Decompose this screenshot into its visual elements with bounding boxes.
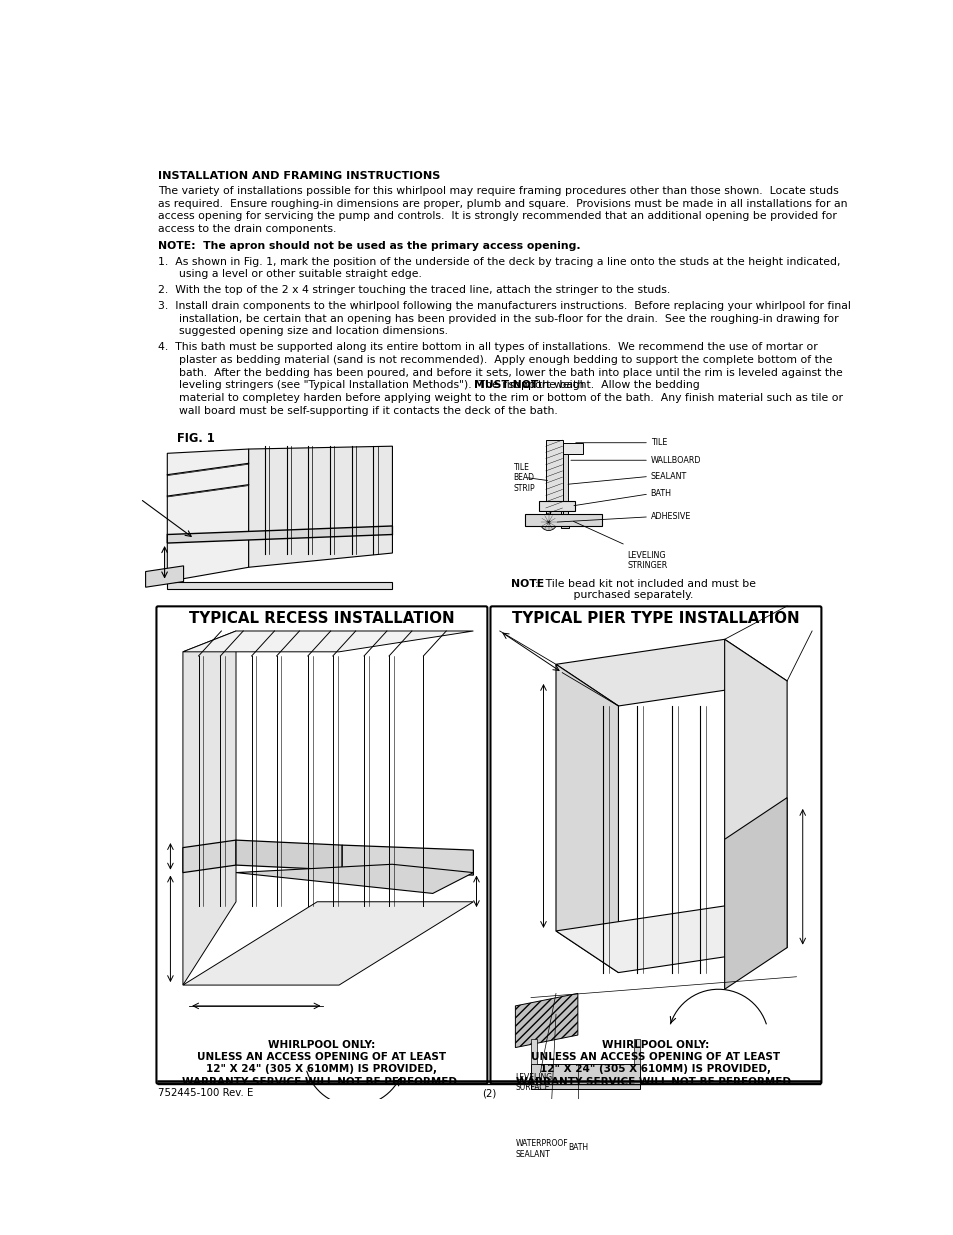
Bar [524,514,601,526]
Polygon shape [183,631,235,986]
Polygon shape [556,640,786,706]
Text: WHIRLPOOL ONLY:: WHIRLPOOL ONLY: [268,1040,375,1050]
Text: TYPICAL PIER TYPE INSTALLATION: TYPICAL PIER TYPE INSTALLATION [512,611,799,626]
FancyBboxPatch shape [490,606,821,1084]
Text: INSTALLATION AND FRAMING INSTRUCTIONS: INSTALLATION AND FRAMING INSTRUCTIONS [158,172,440,182]
Text: access opening for servicing the pump and controls.  It is strongly recommended : access opening for servicing the pump an… [158,211,836,221]
Polygon shape [183,631,473,652]
Text: WATERPROOF
SEALANT: WATERPROOF SEALANT [515,1139,567,1158]
Text: suggested opening size and location dimensions.: suggested opening size and location dime… [158,326,448,336]
FancyBboxPatch shape [156,606,487,1084]
Polygon shape [183,840,235,873]
Polygon shape [167,526,392,543]
Polygon shape [235,840,342,871]
Text: WHIRLPOOL ONLY:: WHIRLPOOL ONLY: [601,1040,709,1050]
Bar [634,1039,639,1065]
Text: leveling stringers (see "Typical Installation Methods").  The rim of the bath: leveling stringers (see "Typical Install… [158,380,587,390]
Polygon shape [556,906,786,973]
Bar [531,1039,537,1065]
Text: 2.  With the top of the 2 x 4 stringer touching the traced line, attach the stri: 2. With the top of the 2 x 4 stringer to… [158,285,670,295]
Polygon shape [183,902,473,986]
Text: 3.  Install drain components to the whirlpool following the manufacturers instru: 3. Install drain components to the whirl… [158,301,850,311]
Text: wall board must be self-supporting if it contacts the deck of the bath.: wall board must be self-supporting if it… [158,406,558,416]
Text: 752445-100 Rev. E: 752445-100 Rev. E [158,1088,253,1098]
Text: MUST NOT: MUST NOT [474,380,537,390]
Text: LEVELING
STRINGER: LEVELING STRINGER [627,551,667,569]
Bar [538,500,575,511]
Polygon shape [724,798,786,989]
Text: UNLESS AN ACCESS OPENING OF AT LEAST: UNLESS AN ACCESS OPENING OF AT LEAST [531,1052,780,1062]
Text: (2): (2) [481,1088,496,1098]
Polygon shape [724,640,786,947]
Text: 4.  This bath must be supported along its entire bottom in all types of installa: 4. This bath must be supported along its… [158,342,817,352]
Text: UNLESS AN ACCESS OPENING OF AT LEAST: UNLESS AN ACCESS OPENING OF AT LEAST [197,1052,446,1062]
Text: BATH: BATH [568,1144,588,1152]
Text: WALLBOARD: WALLBOARD [650,456,700,464]
Text: bath.  After the bedding has been poured, and before it sets, lower the bath int: bath. After the bedding has been poured,… [158,368,841,378]
Text: BATH: BATH [650,489,671,499]
Text: plaster as bedding material (sand is not recommended).  Apply enough bedding to : plaster as bedding material (sand is not… [158,354,832,366]
Polygon shape [235,864,473,893]
Text: TYPICAL RECESS INSTALLATION: TYPICAL RECESS INSTALLATION [189,611,455,626]
Bar [531,1065,639,1089]
Text: :  Tile bead kit not included and must be
           purchased separately.: : Tile bead kit not included and must be… [535,579,756,600]
Text: 12" X 24" (305 X 610MM) IS PROVIDED,: 12" X 24" (305 X 610MM) IS PROVIDED, [539,1065,771,1074]
Polygon shape [167,450,249,582]
Text: access to the drain components.: access to the drain components. [158,224,336,235]
Text: SEALANT: SEALANT [650,472,686,480]
Text: The variety of installations possible for this whirlpool may require framing pro: The variety of installations possible fo… [158,186,838,196]
Polygon shape [146,566,183,587]
Text: support weight.  Allow the bedding: support weight. Allow the bedding [505,380,700,390]
Text: NOTE: NOTE [510,579,543,589]
Polygon shape [549,511,569,527]
Polygon shape [515,993,578,1047]
Text: WARRANTY SERVICE WILL NOT BE PERFORMED.: WARRANTY SERVICE WILL NOT BE PERFORMED. [516,1077,795,1087]
Text: as required.  Ensure roughing-in dimensions are proper, plumb and square.  Provi: as required. Ensure roughing-in dimensio… [158,199,846,209]
Text: FIG. 1: FIG. 1 [177,432,214,446]
Text: material to completey harden before applying weight to the rim or bottom of the : material to completey harden before appl… [158,393,842,403]
Polygon shape [342,845,473,876]
Text: TILE: TILE [650,438,666,447]
Polygon shape [249,446,392,567]
Text: using a level or other suitable straight edge.: using a level or other suitable straight… [158,269,421,279]
Text: WARRANTY SERVICE WILL NOT BE PERFORMED.: WARRANTY SERVICE WILL NOT BE PERFORMED. [182,1077,461,1087]
Text: 1.  As shown in Fig. 1, mark the position of the underside of the deck by tracin: 1. As shown in Fig. 1, mark the position… [158,257,840,267]
Text: TILE
BEAD
STRIP: TILE BEAD STRIP [513,463,535,493]
Bar [545,440,562,514]
Text: installation, be certain that an opening has been provided in the sub-floor for : installation, be certain that an opening… [158,314,838,324]
Polygon shape [167,582,392,589]
Bar [562,442,583,453]
Circle shape [539,514,557,531]
Polygon shape [556,664,618,973]
Text: ADHESIVE: ADHESIVE [650,513,690,521]
Text: LEVELING
SURFACE: LEVELING SURFACE [515,1072,552,1092]
Bar [562,453,568,514]
Text: NOTE:  The apron should not be used as the primary access opening.: NOTE: The apron should not be used as th… [158,241,580,252]
Text: 12" X 24" (305 X 610MM) IS PROVIDED,: 12" X 24" (305 X 610MM) IS PROVIDED, [206,1065,437,1074]
